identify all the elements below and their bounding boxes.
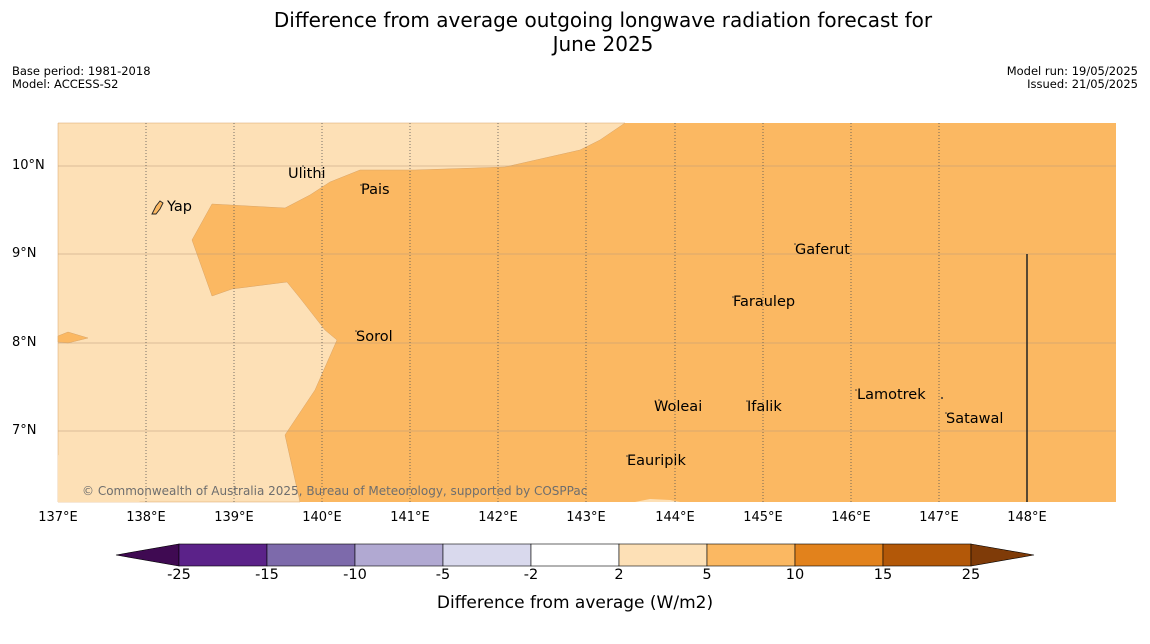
- lat-label-10n: 10°N: [12, 158, 45, 173]
- place-sorol: Sorol: [356, 329, 393, 345]
- meta-right: Model run: 19/05/2025 Issued: 21/05/2025: [1007, 65, 1138, 91]
- lon-label-138e: 138°E: [126, 510, 166, 525]
- colorbar-bin-5: [530, 543, 620, 567]
- colorbar-tick-minus15: -15: [255, 567, 279, 583]
- light-band-south: [58, 123, 140, 502]
- dot-lamotrek: [855, 389, 857, 391]
- colorbar-bin-3: [354, 543, 444, 567]
- place-pais: Pais: [361, 182, 390, 198]
- place-yap: Yap: [167, 199, 192, 215]
- colorbar-tick-2: 2: [614, 567, 624, 583]
- place-lamotrek: Lamotrek: [857, 387, 926, 403]
- model-name: Model: ACCESS-S2: [12, 77, 119, 91]
- place-gaferut: Gaferut: [795, 242, 850, 258]
- meta-left: Base period: 1981-2018 Model: ACCESS-S2: [12, 65, 151, 91]
- colorbar-bin-6: [618, 543, 708, 567]
- model-run: Model run: 19/05/2025: [1006, 64, 1138, 78]
- yap-island: [151, 200, 164, 215]
- dot-gaferut: [794, 243, 796, 245]
- dot-faraulep: [732, 296, 734, 298]
- light-band-north: [57, 122, 626, 503]
- dot-pais: [360, 184, 362, 186]
- colorbar-tick-10: 10: [785, 567, 805, 583]
- colorbar-bin-2: [266, 543, 356, 567]
- lon-label-144e: 144°E: [655, 510, 695, 525]
- lon-gridlines: [145, 123, 940, 502]
- colorbar-tick-minus2: -2: [523, 567, 539, 583]
- place-woleai: Woleai: [654, 399, 703, 415]
- place-satawal: Satawal: [946, 411, 1004, 427]
- south-light-patch: [635, 499, 680, 502]
- colorbar-bin-4: [442, 543, 532, 567]
- colorbar-bin-8: [794, 543, 884, 567]
- colorbar-label: Difference from average (W/m2): [436, 593, 714, 613]
- title-line-2: June 2025: [552, 32, 654, 56]
- colorbar-tick-minus5: -5: [435, 567, 451, 583]
- lon-label-148e: 148°E: [1007, 510, 1047, 525]
- dot-lamotrek-east: [941, 397, 943, 399]
- colorbar-bin-1: [178, 543, 268, 567]
- dot-eauripik: [626, 455, 628, 457]
- place-eauripik: Eauripik: [627, 453, 686, 469]
- lat-label-8n: 8°N: [12, 335, 37, 350]
- lon-label-141e: 141°E: [390, 510, 430, 525]
- colorbar-tick-5: 5: [702, 567, 712, 583]
- colorbar-tick-15: 15: [873, 567, 893, 583]
- dot-ifalik: [746, 400, 748, 402]
- lon-label-140e: 140°E: [302, 510, 342, 525]
- place-ulithi: Ulithi: [288, 166, 326, 182]
- place-ifalik: Ifalik: [747, 399, 782, 415]
- lon-label-137e: 137°E: [38, 510, 78, 525]
- colorbar-min-arrow: [115, 543, 180, 567]
- dot-woleai: [658, 399, 660, 401]
- title-line-1: Difference from average outgoing longwav…: [273, 8, 933, 32]
- copyright-notice: © Commonwealth of Australia 2025, Bureau…: [82, 484, 588, 498]
- lon-label-146e: 146°E: [831, 510, 871, 525]
- lat-label-7n: 7°N: [12, 423, 37, 438]
- lon-label-143e: 143°E: [566, 510, 606, 525]
- colorbar-tick-minus10: -10: [343, 567, 367, 583]
- issued-date: Issued: 21/05/2025: [1027, 77, 1138, 91]
- lon-label-147e: 147°E: [919, 510, 959, 525]
- colorbar-tick-25: 25: [961, 567, 981, 583]
- dot-satawal: [945, 412, 947, 414]
- colorbar-tick-minus25: -25: [167, 567, 191, 583]
- island-dots: [302, 165, 947, 457]
- dot-ulithi: [302, 165, 304, 167]
- colorbar-bin-7: [706, 543, 796, 567]
- west-blob: [57, 331, 89, 344]
- lat-label-9n: 9°N: [12, 246, 37, 261]
- place-faraulep: Faraulep: [733, 294, 796, 310]
- lon-label-145e: 145°E: [743, 510, 783, 525]
- base-period: Base period: 1981-2018: [12, 64, 151, 78]
- dot-sorol: [355, 330, 357, 332]
- lon-label-142e: 142°E: [478, 510, 518, 525]
- colorbar-bin-9: [882, 543, 972, 567]
- map-title: Difference from average outgoing longwav…: [0, 8, 1150, 56]
- colorbar-max-arrow: [970, 543, 1035, 567]
- lon-label-139e: 139°E: [214, 510, 254, 525]
